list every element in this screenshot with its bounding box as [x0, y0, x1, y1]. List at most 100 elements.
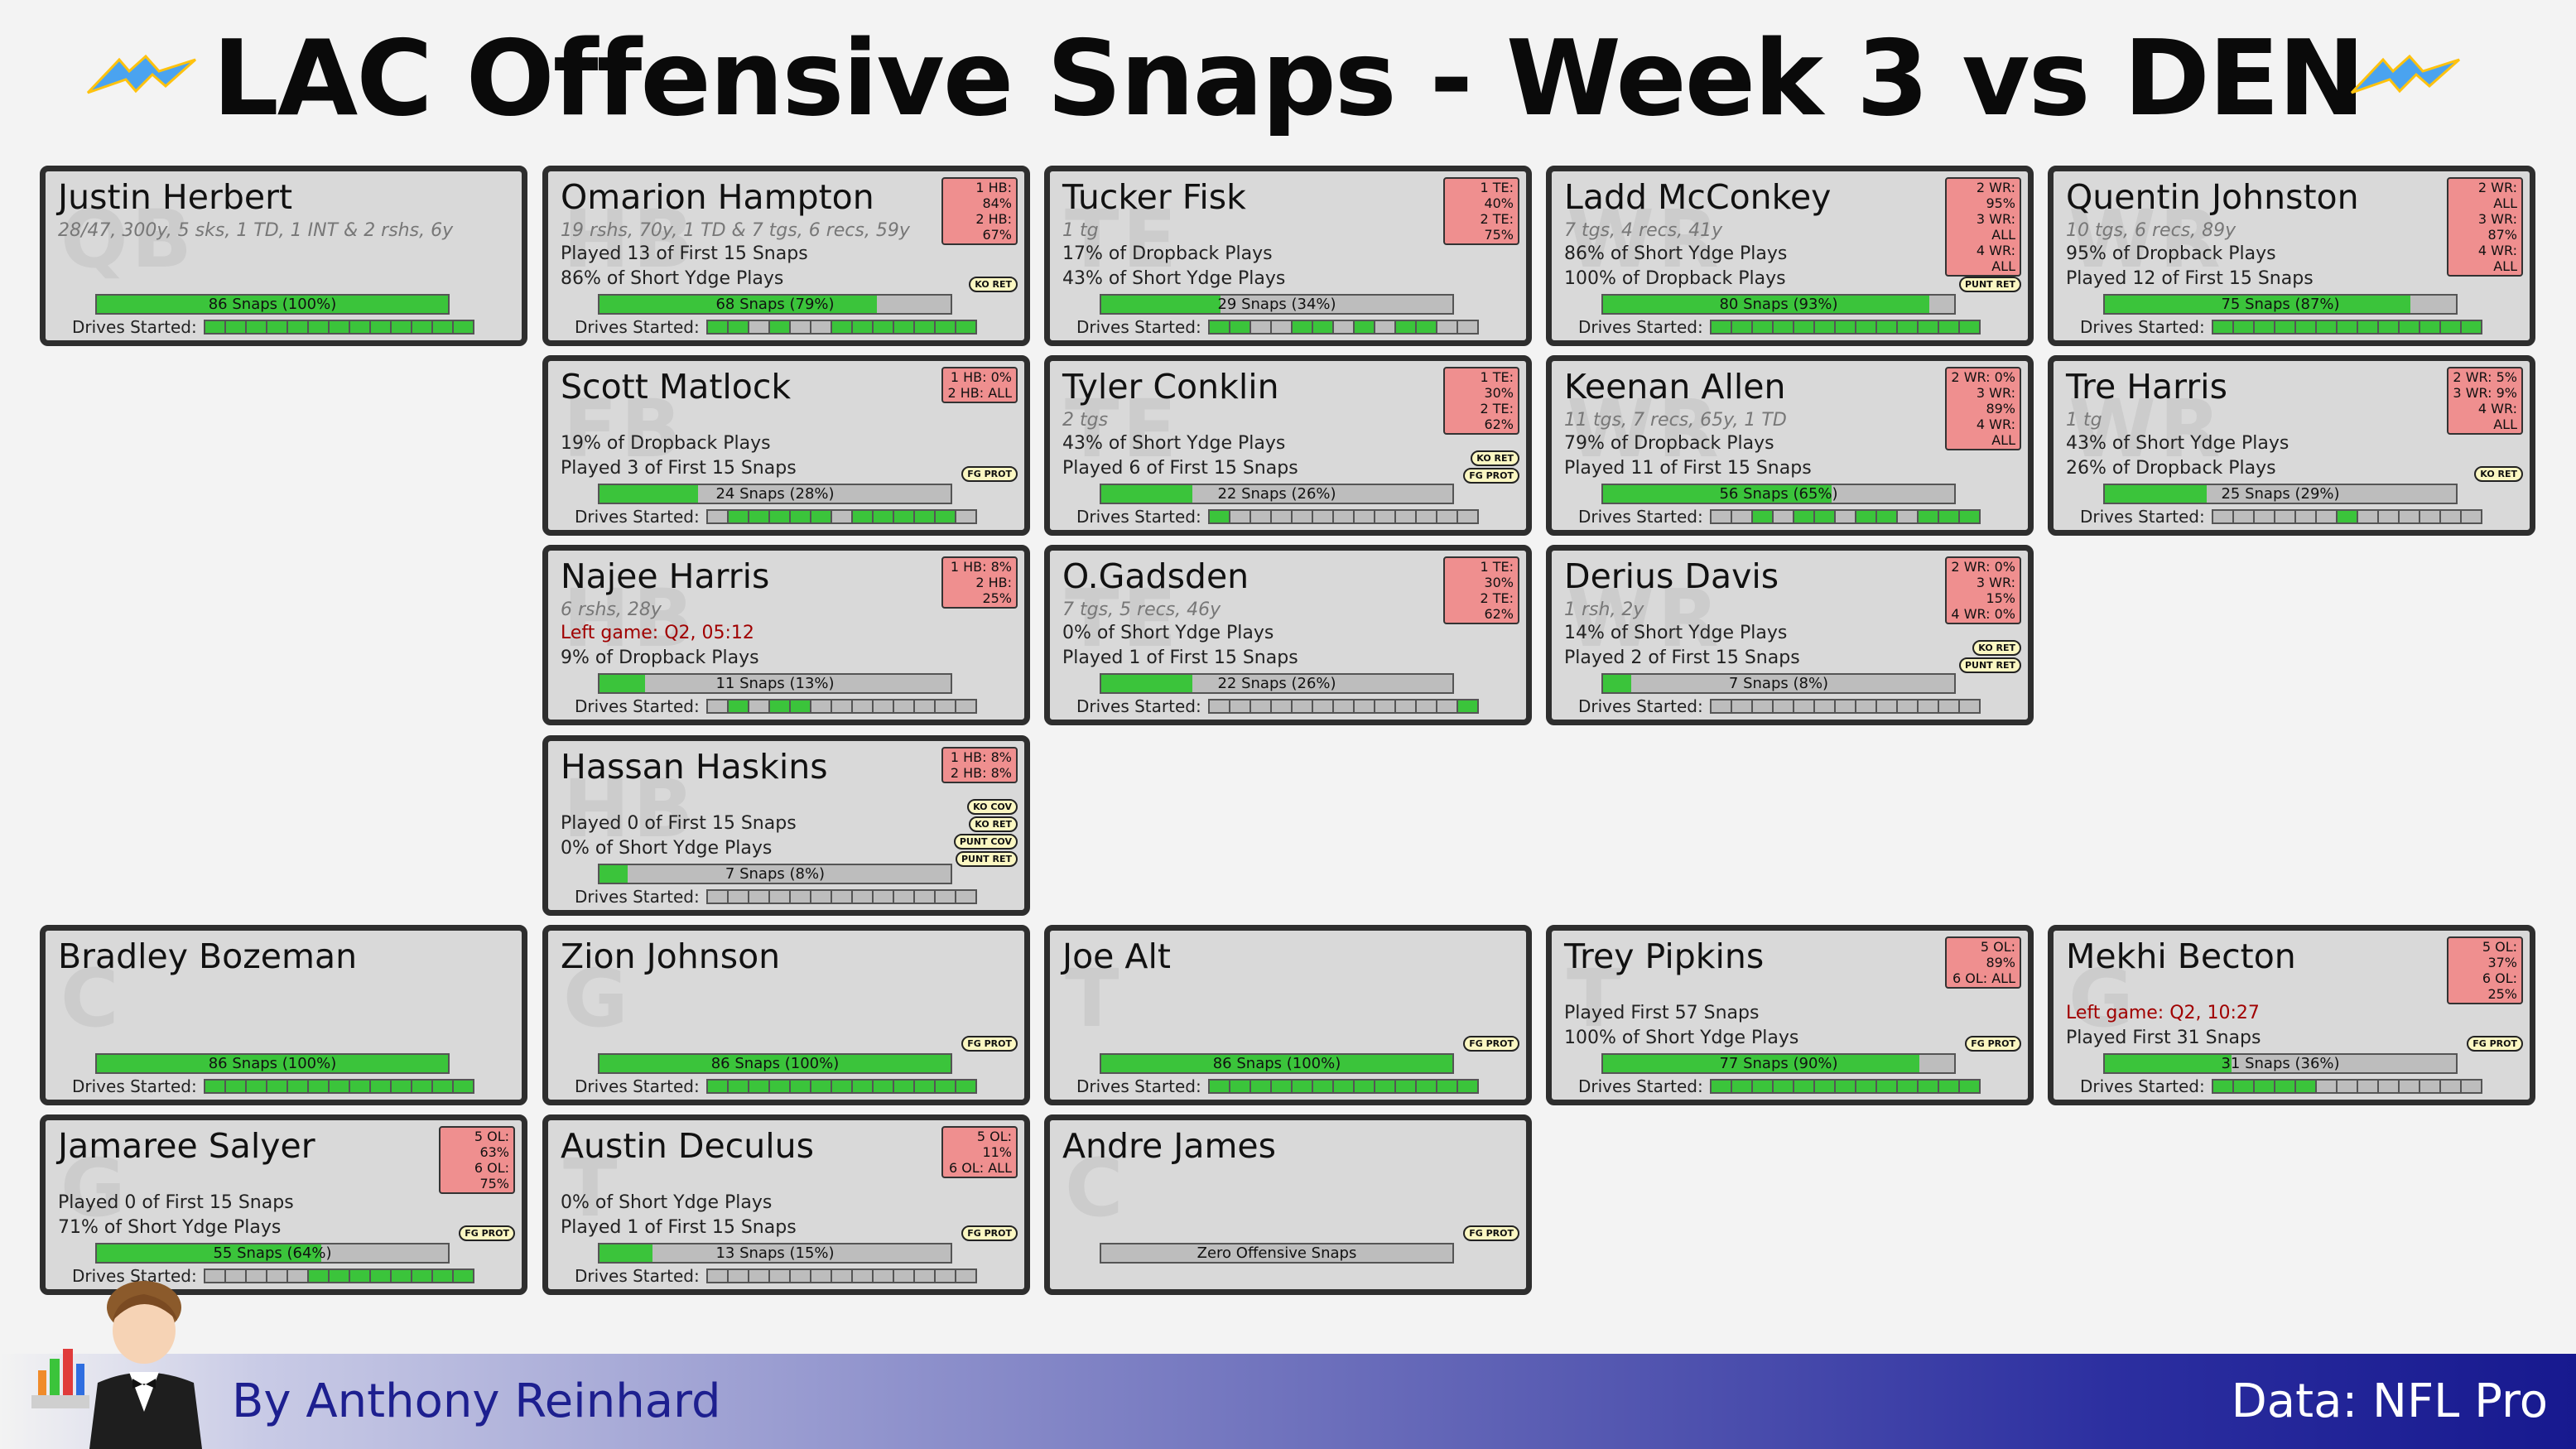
drive-started-segment	[1709, 1079, 1732, 1094]
drive-not-started-segment	[1833, 699, 1856, 714]
drive-started-segment	[1916, 320, 1939, 335]
drive-not-started-segment	[1854, 699, 1877, 714]
drive-started-segment	[1456, 699, 1479, 714]
stat-line: 1 tg	[1062, 220, 1099, 241]
drive-started-segment	[265, 1079, 288, 1094]
drive-not-started-segment	[809, 1268, 832, 1283]
special-teams-tag: FG PROT	[2467, 1036, 2523, 1052]
drive-started-segment	[726, 1079, 749, 1094]
drive-not-started-segment	[1331, 699, 1355, 714]
drive-started-segment	[348, 320, 371, 335]
player-card-fisk: TE Tucker Fisk 1 tg 17% of Dropback Plays 43…	[1044, 166, 1532, 346]
drive-started-segment	[2356, 320, 2379, 335]
drive-started-segment	[1813, 320, 1836, 335]
drive-not-started-segment	[1228, 509, 1251, 524]
drive-not-started-segment	[1435, 509, 1458, 524]
special-teams-tag: PUNT COV	[953, 834, 1018, 850]
usage-line: 26% of Dropback Plays	[2066, 458, 2276, 479]
depth-share-row: 4 WR: ALL	[1976, 416, 2015, 448]
drive-not-started-segment	[286, 1268, 309, 1283]
snap-count-label: 55 Snaps (64%)	[213, 1244, 332, 1262]
drive-not-started-segment	[1228, 699, 1251, 714]
drive-started-segment	[1414, 1079, 1437, 1094]
drive-not-started-segment	[1957, 699, 1981, 714]
drive-started-segment	[1937, 1079, 1960, 1094]
usage-line: 95% of Dropback Plays	[2066, 243, 2276, 264]
snap-count-label: 24 Snaps (28%)	[715, 485, 835, 503]
drive-started-segment	[389, 320, 412, 335]
depth-share-row: 1 TE: 30%	[1480, 369, 1514, 401]
drive-started-segment	[747, 1079, 770, 1094]
snap-share-bar: 86 Snaps (100%)	[95, 294, 450, 315]
drive-started-segment	[892, 320, 915, 335]
usage-line: 43% of Short Ydge Plays	[2066, 433, 2290, 454]
drive-not-started-segment	[1792, 699, 1815, 714]
drive-started-segment	[389, 1268, 412, 1283]
drive-not-started-segment	[2439, 1079, 2462, 1094]
player-name: Mekhi Becton	[2066, 936, 2296, 976]
player-name: Quentin Johnston	[2066, 177, 2359, 217]
drive-started-segment	[1833, 320, 1856, 335]
snap-count-label: 22 Snaps (26%)	[1217, 675, 1336, 692]
stat-line: 11 tgs, 7 recs, 65y, 1 TD	[1564, 410, 1787, 431]
drive-started-segment	[224, 320, 247, 335]
drives-started-label: Drives Started:	[72, 317, 197, 337]
snap-count-label: 11 Snaps (13%)	[715, 675, 835, 692]
drive-segments	[203, 1079, 474, 1094]
drive-not-started-segment	[1269, 699, 1293, 714]
drives-started-label: Drives Started:	[1076, 1076, 1201, 1096]
special-teams-tag: PUNT RET	[955, 851, 1018, 867]
depth-share-badge: 2 WR: 95% 3 WR: ALL 4 WR: ALL	[1945, 177, 2021, 277]
drive-segments	[1207, 320, 1479, 335]
drive-not-started-segment	[747, 889, 770, 904]
drive-started-segment	[368, 1079, 392, 1094]
drive-started-segment	[2418, 320, 2441, 335]
drive-not-started-segment	[1394, 509, 1417, 524]
player-name: Derius Davis	[1564, 556, 1779, 596]
drive-started-segment	[451, 1268, 474, 1283]
drives-started-row: Drives Started:	[575, 317, 977, 337]
snap-share-fill	[2105, 296, 2410, 313]
drives-started-row: Drives Started:	[1076, 696, 1479, 716]
player-name: O.Gadsden	[1062, 556, 1249, 596]
player-card-harris_t: WR Tre Harris 1 tg 43% of Short Ydge Plays 2…	[2048, 355, 2535, 536]
depth-share-row: 3 WR: 87%	[2477, 211, 2517, 243]
depth-share-row: 6 OL: 25%	[2482, 970, 2517, 1002]
drive-started-segment	[451, 1079, 474, 1094]
depth-share-badge: 2 WR: ALL 3 WR: 87% 4 WR: ALL	[2447, 177, 2523, 277]
drive-started-segment	[912, 320, 936, 335]
player-card-zjohnson: G Zion Johnson FG PROT 86 Snaps (100%) Drive…	[542, 925, 1030, 1105]
player-name: Omarion Hampton	[561, 177, 874, 217]
drive-not-started-segment	[2294, 509, 2317, 524]
drive-started-segment	[1750, 509, 1774, 524]
snap-count-label: 75 Snaps (87%)	[2221, 296, 2340, 313]
usage-line: Played First 57 Snaps	[1564, 1003, 1760, 1023]
drive-started-segment	[912, 1079, 936, 1094]
snap-share-bar: 7 Snaps (8%)	[598, 864, 952, 884]
drives-started-label: Drives Started:	[72, 1076, 197, 1096]
depth-share-row: 2 TE: 62%	[1480, 401, 1514, 432]
drive-not-started-segment	[1269, 320, 1293, 335]
player-name: Andre James	[1062, 1126, 1277, 1166]
drive-started-segment	[1311, 320, 1334, 335]
drive-started-segment	[1730, 1079, 1753, 1094]
drive-segments	[1709, 509, 1981, 524]
player-name: Jamaree Salyer	[58, 1126, 315, 1166]
drive-not-started-segment	[892, 889, 915, 904]
depth-share-badge: 1 TE: 30% 2 TE: 62%	[1443, 367, 1519, 435]
depth-share-row: 3 WR: ALL	[1976, 211, 2015, 243]
drives-started-label: Drives Started:	[575, 696, 700, 716]
drive-started-segment	[306, 320, 330, 335]
snap-count-label: 31 Snaps (36%)	[2221, 1055, 2340, 1072]
snap-share-fill	[97, 1244, 322, 1262]
drive-started-segment	[1352, 320, 1375, 335]
usage-line: Played 0 of First 15 Snaps	[561, 813, 797, 834]
drive-not-started-segment	[1750, 699, 1774, 714]
drive-started-segment	[1331, 1079, 1355, 1094]
snap-count-label: 77 Snaps (90%)	[1719, 1055, 1838, 1072]
footer-bar	[0, 1354, 2576, 1449]
drives-started-row: Drives Started:	[2080, 507, 2482, 527]
drive-started-segment	[1394, 1079, 1417, 1094]
drive-started-segment	[1709, 320, 1732, 335]
drive-started-segment	[2439, 320, 2462, 335]
